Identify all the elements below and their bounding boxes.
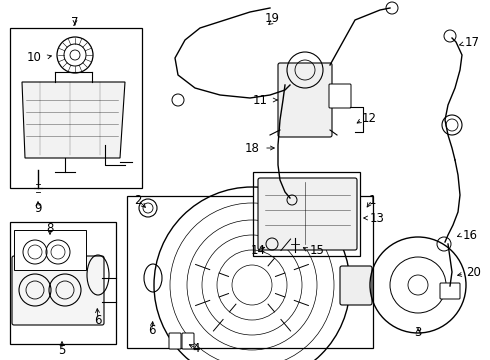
Text: 13: 13 xyxy=(370,212,385,225)
Text: 10: 10 xyxy=(27,50,42,63)
Bar xyxy=(253,172,360,256)
FancyBboxPatch shape xyxy=(12,256,104,325)
FancyBboxPatch shape xyxy=(258,178,357,250)
Text: 9: 9 xyxy=(34,202,42,215)
FancyBboxPatch shape xyxy=(329,84,351,108)
FancyBboxPatch shape xyxy=(169,333,181,349)
FancyBboxPatch shape xyxy=(278,63,332,137)
Text: 12: 12 xyxy=(362,112,377,125)
Text: 5: 5 xyxy=(58,343,66,356)
Text: 4: 4 xyxy=(192,342,200,355)
Text: 19: 19 xyxy=(265,12,279,24)
FancyBboxPatch shape xyxy=(340,266,372,305)
Polygon shape xyxy=(22,82,125,158)
Text: 14: 14 xyxy=(250,243,266,257)
FancyBboxPatch shape xyxy=(440,283,460,299)
Text: 11: 11 xyxy=(253,94,268,107)
Text: 1: 1 xyxy=(368,194,376,207)
Text: 18: 18 xyxy=(245,141,260,154)
Bar xyxy=(10,222,116,344)
Bar xyxy=(14,230,86,270)
Text: 8: 8 xyxy=(47,221,54,234)
Text: 6: 6 xyxy=(94,314,102,327)
Text: 6: 6 xyxy=(148,324,156,337)
FancyBboxPatch shape xyxy=(182,333,194,349)
Text: 7: 7 xyxy=(71,15,79,28)
Text: 15: 15 xyxy=(310,243,325,257)
Bar xyxy=(10,28,142,188)
Text: 16: 16 xyxy=(463,229,478,242)
Text: 2: 2 xyxy=(134,194,142,207)
Text: 20: 20 xyxy=(466,266,481,279)
Bar xyxy=(127,196,373,348)
Text: 17: 17 xyxy=(465,36,480,49)
Text: 3: 3 xyxy=(415,325,422,338)
